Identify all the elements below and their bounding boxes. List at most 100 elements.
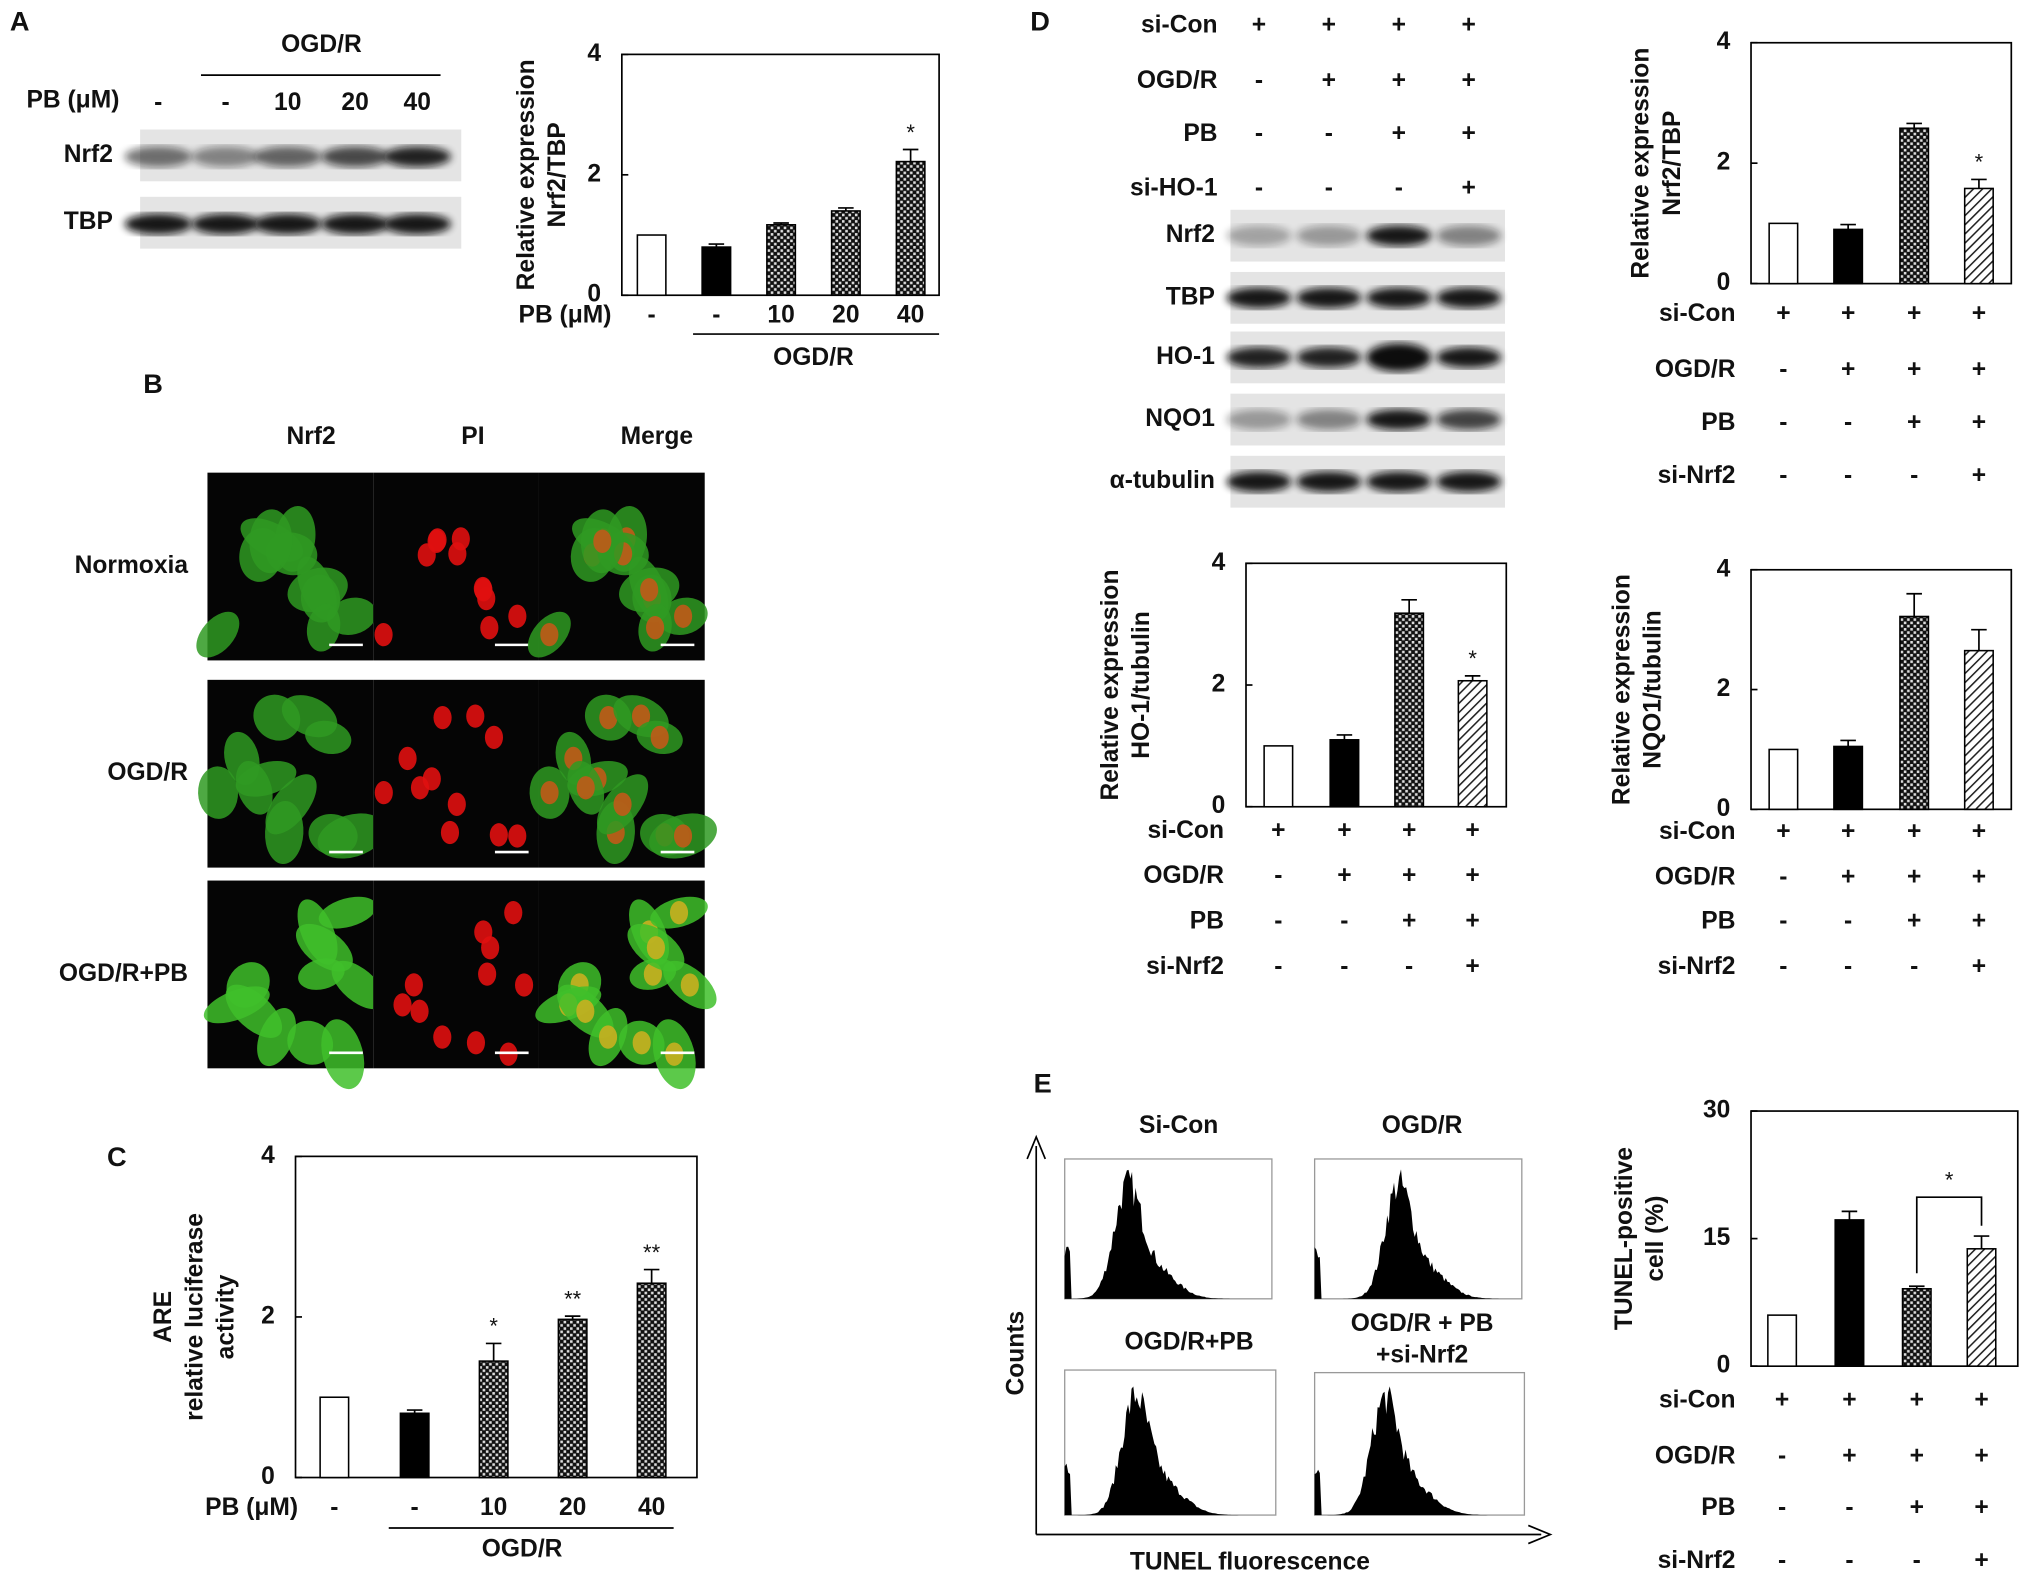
- treatment-value: -: [1405, 953, 1413, 980]
- treatment-value: -: [1910, 953, 1918, 980]
- histogram: [1314, 1169, 1522, 1299]
- band: [1296, 409, 1362, 430]
- treatment-value: -: [1844, 409, 1852, 436]
- treatment-value: -: [1913, 1547, 1921, 1574]
- bar: [1963, 187, 1994, 285]
- y-axis-label: HO-1/tubulin: [1128, 611, 1155, 759]
- nucleus: [448, 542, 467, 566]
- treatment-value: -: [1255, 120, 1263, 147]
- row-label: OGD/R+PB: [59, 960, 188, 987]
- band: [1436, 225, 1502, 247]
- cell: [249, 509, 293, 574]
- cell: [257, 1008, 296, 1067]
- histogram-title: OGD/R: [1382, 1112, 1463, 1139]
- treatment-value: +: [1910, 1494, 1924, 1521]
- bar: [1833, 228, 1864, 285]
- treatment-label: si-Nrf2: [1658, 953, 1736, 980]
- error-bar: [1906, 592, 1922, 617]
- treatment-value: +: [1402, 862, 1416, 889]
- treatment-label: si-HO-1: [1130, 175, 1217, 202]
- axis-label: Counts: [1002, 1311, 1029, 1396]
- band: [1296, 471, 1362, 493]
- band: [1436, 287, 1502, 309]
- band: [321, 213, 389, 235]
- bar: [1457, 679, 1488, 808]
- treatment-value: +: [1392, 11, 1406, 38]
- error-bar: [406, 1409, 423, 1414]
- bar: [1966, 1248, 1997, 1367]
- cell: [198, 766, 239, 819]
- treatment-value: -: [1779, 409, 1787, 436]
- treatment-label: si-Nrf2: [1658, 1547, 1736, 1574]
- treatment-value: 40: [638, 1494, 665, 1521]
- treatment-label: OGD/R: [1655, 863, 1736, 890]
- error-bar: [1971, 178, 1987, 189]
- treatment-value: -: [712, 301, 720, 328]
- band-label: Nrf2: [64, 141, 113, 168]
- treatment-value: +: [1972, 300, 1986, 327]
- treatment-label: OGD/R: [1655, 356, 1736, 383]
- y-tick-label: 4: [1717, 555, 1731, 582]
- nucleus: [680, 973, 699, 997]
- treatment-value: -: [1778, 1547, 1786, 1574]
- nucleus: [598, 1025, 618, 1049]
- treatment-value: +: [1910, 1442, 1924, 1469]
- nucleus: [646, 616, 665, 640]
- treatment-value: 20: [341, 89, 368, 116]
- treatment-label: si-Nrf2: [1146, 953, 1224, 980]
- error-bar: [708, 243, 725, 248]
- nucleus: [398, 746, 417, 771]
- cell: [321, 1019, 365, 1090]
- treatment-value: +: [1402, 907, 1416, 934]
- y-axis-label: Relative expression: [1097, 570, 1124, 801]
- error-bar: [838, 207, 854, 211]
- micrograph: [198, 679, 386, 868]
- band: [1226, 287, 1292, 309]
- treatment-value: -: [411, 1494, 419, 1521]
- error-bar: [902, 148, 919, 162]
- nucleus: [480, 616, 499, 640]
- y-axis-arrow: [1026, 1134, 1047, 1535]
- bar: [895, 160, 926, 297]
- band: [191, 146, 260, 168]
- nucleus: [515, 973, 534, 997]
- micrograph-bg: [373, 472, 539, 661]
- treatment-value: -: [154, 89, 162, 116]
- band: [383, 213, 451, 235]
- band: [1366, 343, 1432, 372]
- band-label: α-tubulin: [1110, 467, 1215, 494]
- micrograph: [529, 679, 717, 868]
- treatment-label: PB (μM): [205, 1494, 298, 1521]
- treatment-value: +: [1271, 817, 1285, 844]
- cell: [196, 611, 240, 658]
- band: [1296, 225, 1362, 247]
- treatment-value: +: [1974, 1387, 1988, 1414]
- treatment-value: +: [1402, 817, 1416, 844]
- micrograph: [527, 472, 708, 661]
- nucleus: [673, 824, 693, 848]
- bar: [1768, 222, 1799, 285]
- treatment-value: +: [1841, 818, 1855, 845]
- treatment-value: +: [1907, 300, 1921, 327]
- nucleus: [504, 901, 523, 925]
- nucleus: [440, 820, 460, 845]
- treatment-value: +: [1322, 11, 1336, 38]
- bar: [830, 210, 861, 297]
- nucleus: [540, 780, 559, 805]
- cell: [317, 813, 386, 859]
- column-label: PI: [461, 423, 484, 450]
- nucleus: [374, 780, 393, 805]
- treatment-value: +: [1776, 818, 1790, 845]
- treatment-value: +: [1462, 120, 1476, 147]
- treatment-label: PB (μM): [26, 87, 119, 114]
- band: [1366, 471, 1432, 493]
- treatment-value: -: [1779, 863, 1787, 890]
- treatment-value: +: [1776, 300, 1790, 327]
- treatment-label: PB: [1701, 409, 1735, 436]
- treatment-value: -: [648, 301, 656, 328]
- treatment-value: +: [1907, 409, 1921, 436]
- error-bar: [1841, 1210, 1858, 1220]
- group-label: OGD/R: [281, 31, 362, 58]
- bar: [478, 1360, 509, 1479]
- treatment-value: -: [1779, 356, 1787, 383]
